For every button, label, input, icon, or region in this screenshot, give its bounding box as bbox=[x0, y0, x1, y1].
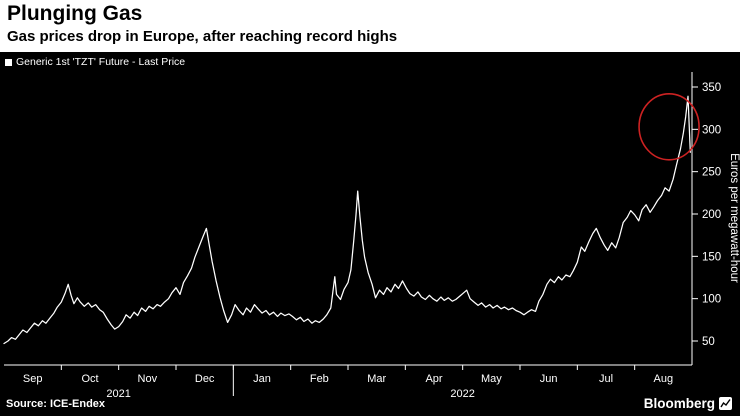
y-tick-label: 100 bbox=[702, 294, 721, 306]
month-label: Oct bbox=[81, 373, 98, 385]
month-label: Sep bbox=[23, 373, 43, 385]
y-axis-title: Euros per megawatt-hour bbox=[728, 153, 740, 283]
bloomberg-logo: Bloomberg bbox=[644, 396, 732, 411]
month-label: Aug bbox=[654, 373, 674, 385]
y-tick-label: 200 bbox=[702, 209, 721, 221]
month-label: May bbox=[481, 373, 502, 385]
chart-legend: Generic 1st 'TZT' Future - Last Price bbox=[5, 56, 185, 68]
y-tick-label: 350 bbox=[702, 82, 721, 94]
y-tick-label: 250 bbox=[702, 167, 721, 179]
chart-subtitle: Gas prices drop in Europe, after reachin… bbox=[7, 28, 398, 45]
chart-icon bbox=[719, 397, 732, 410]
month-label: Jan bbox=[253, 373, 271, 385]
peak-annotation-circle bbox=[638, 92, 700, 161]
year-label: 2021 bbox=[106, 388, 130, 400]
legend-series-label: Generic 1st 'TZT' Future - Last Price bbox=[16, 56, 186, 68]
page-title: Plunging Gas bbox=[7, 2, 143, 25]
y-tick-label: 300 bbox=[702, 124, 721, 136]
chart-area: 50 100 150 200 250 300 350 Euros per megawatt-h… bbox=[0, 52, 740, 416]
month-label: Dec bbox=[195, 373, 215, 385]
year-label: 2022 bbox=[450, 388, 474, 400]
chart-header: Plunging Gas Gas prices drop in Europe, … bbox=[0, 0, 740, 52]
month-label: Nov bbox=[138, 373, 158, 385]
bloomberg-wordmark: Bloomberg bbox=[643, 396, 715, 411]
month-label: Jun bbox=[540, 373, 558, 385]
chart-footer: Source: ICE-Endex Bloomberg bbox=[0, 394, 740, 412]
source-label: Source: ICE-Endex bbox=[6, 398, 106, 410]
month-label: Apr bbox=[425, 373, 442, 385]
y-tick-label: 50 bbox=[702, 336, 715, 348]
month-label: Jul bbox=[599, 373, 613, 385]
price-line bbox=[3, 95, 691, 345]
chart-svg: 50 100 150 200 250 300 350 Euros per megawatt-h… bbox=[3, 72, 740, 400]
month-label: Feb bbox=[310, 373, 329, 385]
y-tick-label: 150 bbox=[702, 251, 721, 263]
month-label: Mar bbox=[367, 373, 386, 385]
legend-marker-icon bbox=[5, 58, 12, 66]
